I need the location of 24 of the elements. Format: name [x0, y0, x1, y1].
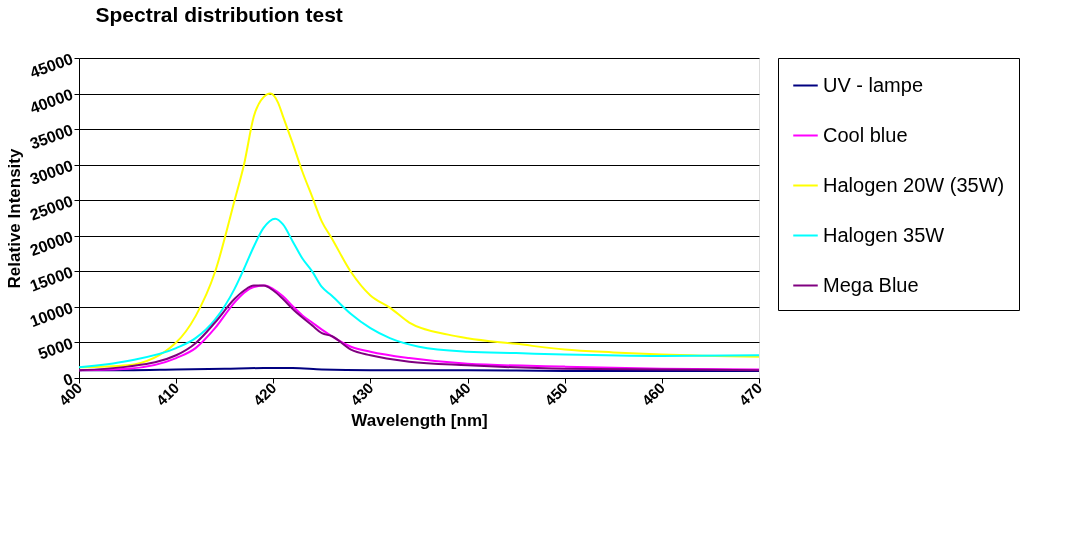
y-tick-label: 45000 [27, 50, 76, 82]
y-tick-label: 40000 [27, 85, 76, 117]
x-tick-label: 450 [541, 379, 571, 409]
y-axis-title: Relative Intensity [4, 148, 24, 289]
y-tick-label: 15000 [27, 263, 76, 295]
y-tick-label: 25000 [27, 192, 76, 224]
legend-label: Halogen 35W [823, 223, 945, 246]
legend-label: Cool blue [823, 123, 908, 146]
x-tick-label: 440 [444, 379, 474, 409]
x-tick-label: 420 [249, 379, 280, 409]
legend-label: Halogen 20W (35W) [823, 173, 1005, 196]
legend-label: Mega Blue [823, 273, 919, 296]
y-tick-label: 20000 [27, 227, 76, 260]
y-tick-label: 35000 [27, 121, 76, 153]
chart-title: Spectral distribution test [95, 3, 343, 27]
y-tick-label: 30000 [27, 156, 76, 188]
x-axis-title: Wavelength [nm] [351, 410, 488, 430]
y-tick-label: 10000 [27, 298, 76, 331]
legend-label: UV - lampe [823, 73, 924, 96]
x-tick-label: 470 [735, 379, 766, 409]
x-tick-label: 460 [638, 379, 669, 409]
x-tick-label: 430 [346, 379, 377, 409]
x-tick-label: 410 [152, 379, 183, 409]
y-tick-label: 5000 [35, 334, 76, 363]
